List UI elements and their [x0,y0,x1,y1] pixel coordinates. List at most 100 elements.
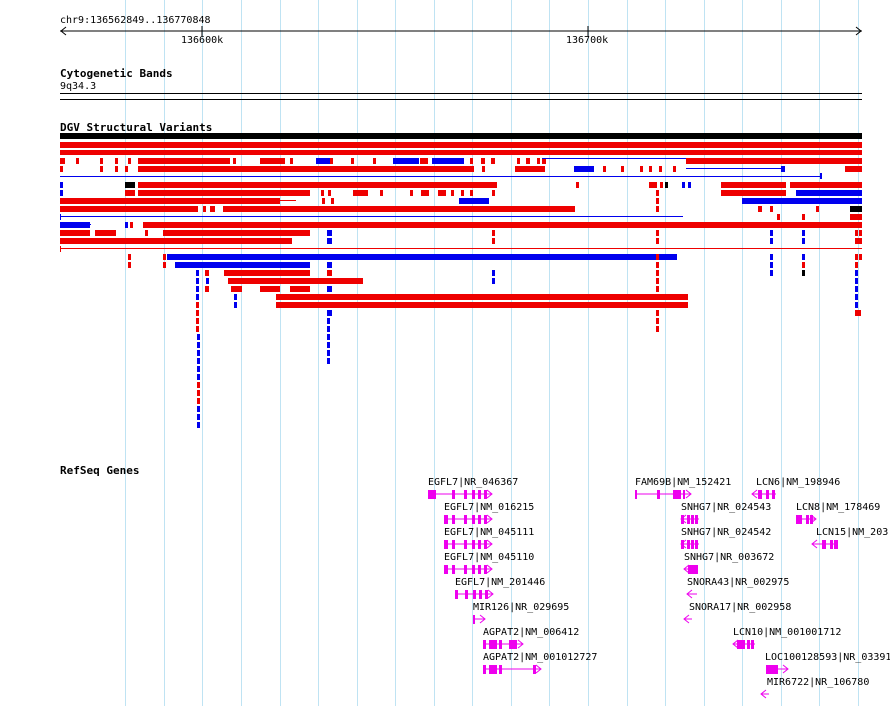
structural-variant[interactable] [850,214,862,220]
structural-variant[interactable] [197,350,200,356]
structural-variant[interactable] [196,302,199,308]
structural-variant[interactable] [276,294,688,300]
gene-label[interactable]: LCN6|NM_198946 [756,477,841,488]
structural-variant[interactable] [60,176,820,177]
refseq-track-title[interactable]: RefSeq Genes [60,464,140,477]
structural-variant[interactable] [686,168,784,169]
structural-variant[interactable] [196,294,199,300]
gene-model[interactable] [444,564,493,574]
structural-variant[interactable] [60,198,280,204]
structural-variant[interactable] [145,230,148,236]
gene-label[interactable]: SNHG7|NR_024542 [681,527,772,538]
structural-variant[interactable] [205,286,209,292]
structural-variant[interactable] [603,166,606,172]
structural-variant[interactable] [321,190,324,196]
gene-model[interactable] [683,564,698,574]
structural-variant[interactable] [659,166,662,172]
gene-label[interactable]: SNORA43|NR_002975 [687,577,790,588]
structural-variant[interactable] [138,190,310,196]
structural-variant[interactable] [491,158,495,164]
structural-variant[interactable] [432,158,464,164]
structural-variant[interactable] [276,302,688,308]
structural-variant[interactable] [197,382,200,388]
structural-variant[interactable] [223,206,575,212]
structural-variant[interactable] [380,190,383,196]
cytoband-bar-top[interactable] [60,93,862,94]
gene-model[interactable] [635,489,692,499]
structural-variant[interactable] [260,286,280,292]
structural-variant[interactable] [327,342,330,348]
structural-variant[interactable] [721,182,786,188]
structural-variant[interactable] [331,198,334,204]
structural-variant[interactable] [855,278,858,284]
structural-variant[interactable] [451,190,454,196]
structural-variant[interactable] [393,158,419,164]
structural-variant[interactable] [196,318,199,324]
structural-variant[interactable] [470,190,473,196]
structural-variant[interactable] [770,270,773,276]
structural-variant[interactable] [656,262,659,268]
structural-variant[interactable] [855,270,858,276]
structural-variant[interactable] [60,246,61,252]
structural-variant[interactable] [60,238,292,244]
structural-variant[interactable] [649,166,652,172]
structural-variant[interactable] [816,206,819,212]
structural-variant[interactable] [290,286,310,292]
gene-model[interactable] [811,539,838,549]
ruler-axis[interactable] [0,22,890,67]
structural-variant[interactable] [855,262,858,268]
structural-variant[interactable] [60,206,198,212]
structural-variant[interactable] [327,286,332,292]
gene-model[interactable] [760,689,769,699]
structural-variant[interactable] [542,158,686,159]
structural-variant[interactable] [163,262,166,268]
structural-variant[interactable] [138,166,474,172]
structural-variant[interactable] [758,206,762,212]
gene-model[interactable] [751,489,776,499]
structural-variant[interactable] [163,254,166,260]
gene-model[interactable] [483,664,542,674]
structural-variant[interactable] [100,166,103,172]
structural-variant[interactable] [130,222,133,228]
gene-label[interactable]: FAM69B|NM_152421 [635,477,732,488]
structural-variant[interactable] [197,342,200,348]
structural-variant[interactable] [526,158,530,164]
structural-variant[interactable] [621,166,624,172]
structural-variant[interactable] [845,166,862,172]
structural-variant[interactable] [60,133,862,139]
gene-model[interactable] [732,639,755,649]
structural-variant[interactable] [233,158,236,164]
structural-variant[interactable] [542,158,546,164]
structural-variant[interactable] [640,166,643,172]
structural-variant[interactable] [100,158,103,164]
structural-variant[interactable] [850,206,862,212]
structural-variant[interactable] [138,158,230,164]
structural-variant[interactable] [686,158,862,164]
structural-variant[interactable] [125,190,135,196]
gene-label[interactable]: LCN10|NM_001001712 [733,627,842,638]
structural-variant[interactable] [351,158,354,164]
structural-variant[interactable] [656,270,659,276]
structural-variant[interactable] [163,230,310,236]
structural-variant[interactable] [492,238,495,244]
structural-variant[interactable] [515,166,545,172]
structural-variant[interactable] [770,238,773,244]
structural-variant[interactable] [459,198,489,204]
structural-variant[interactable] [327,350,330,356]
structural-variant[interactable] [210,206,215,212]
structural-variant[interactable] [660,182,663,188]
structural-variant[interactable] [656,190,659,196]
structural-variant[interactable] [656,206,659,212]
structural-variant[interactable] [574,166,594,172]
structural-variant[interactable] [197,414,200,420]
structural-variant[interactable] [115,158,118,164]
structural-variant[interactable] [197,358,200,364]
structural-variant[interactable] [197,398,200,404]
structural-variant[interactable] [721,190,786,196]
structural-variant[interactable] [855,238,862,244]
structural-variant[interactable] [742,198,862,204]
structural-variant[interactable] [770,262,773,268]
structural-variant[interactable] [76,158,79,164]
structural-variant[interactable] [203,206,206,212]
